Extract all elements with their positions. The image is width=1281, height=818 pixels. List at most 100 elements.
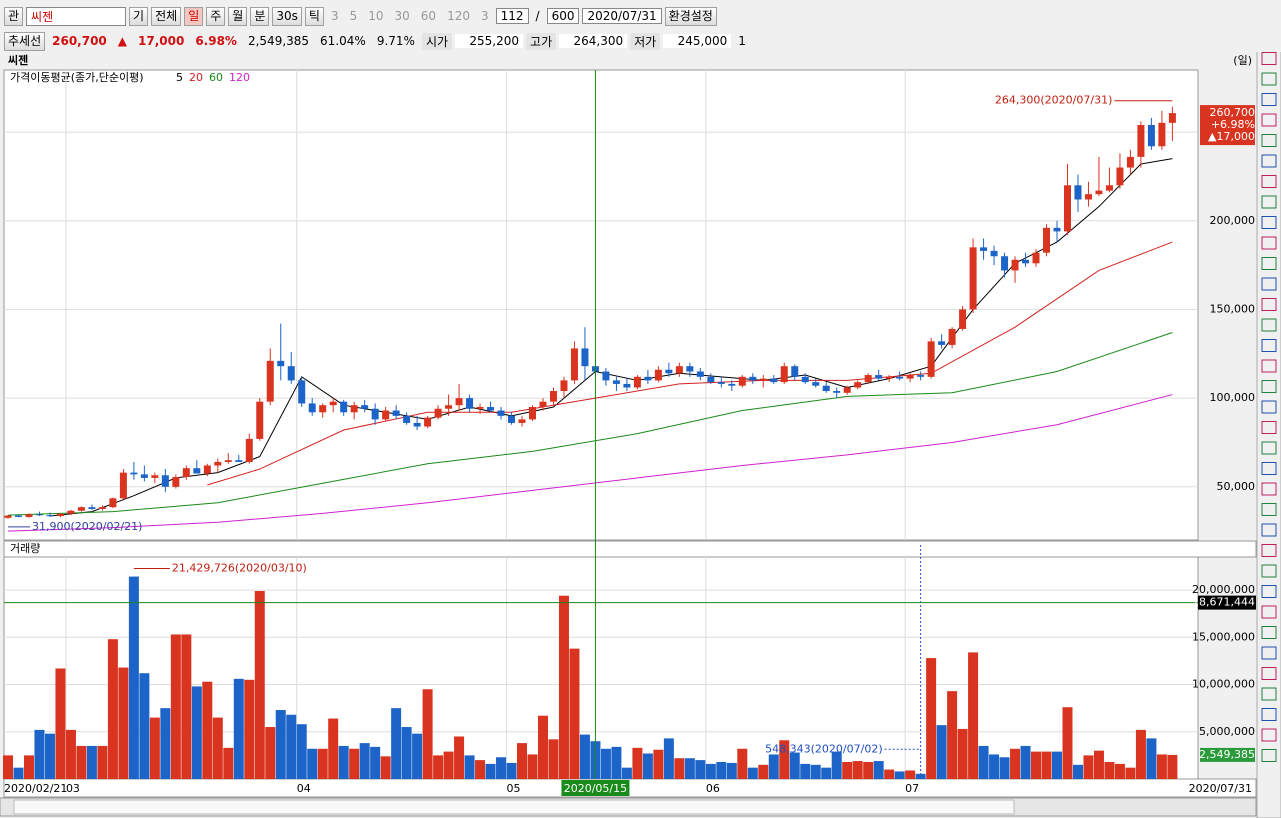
- y-tick-label: 200,000: [1210, 214, 1256, 227]
- x-tick-label: 2020/07/31: [1189, 782, 1252, 795]
- toolbar-item[interactable]: 관: [4, 6, 24, 26]
- candle-body: [130, 472, 138, 475]
- toolbar-item[interactable]: 전체: [151, 6, 182, 26]
- toolbar-item[interactable]: 월: [228, 6, 248, 26]
- volume-bar: [307, 748, 318, 779]
- candle-body: [466, 398, 474, 409]
- volume-bar: [86, 745, 97, 779]
- tool-icon: [1261, 339, 1277, 352]
- candle-body: [182, 468, 190, 478]
- volume-bar: [548, 739, 559, 779]
- volume-bar: [44, 733, 55, 779]
- candle-body: [413, 422, 421, 427]
- volume-bar: [1093, 750, 1104, 779]
- toolbar-item[interactable]: 5: [349, 9, 358, 23]
- x-tick-label: 2020/02/21: [4, 782, 67, 795]
- tool-icon: [1261, 216, 1277, 229]
- volume-bar: [3, 755, 13, 779]
- y-tick-label: 50,000: [1217, 480, 1256, 493]
- toolbar-item[interactable]: 3: [480, 9, 489, 23]
- volume-bar: [34, 729, 45, 779]
- x-tick-label: 07: [905, 782, 919, 795]
- tool-icon: [1261, 708, 1277, 721]
- candle-body: [917, 375, 925, 377]
- volume-bar: [107, 639, 118, 779]
- volume-bar: [768, 754, 779, 779]
- candle-body: [235, 460, 243, 462]
- toolbar-item[interactable]: 30s: [272, 6, 302, 26]
- volume-bar: [747, 767, 758, 779]
- candle-body: [833, 391, 841, 393]
- candle-body: [707, 376, 715, 383]
- tool-icon: [1261, 72, 1277, 86]
- volume-bar: [1114, 763, 1125, 779]
- tool-icon: [1261, 687, 1277, 701]
- volume-bar: [1020, 745, 1031, 779]
- candle-body: [896, 376, 904, 379]
- toolbar-item: 61.04%: [320, 34, 366, 48]
- candle-body: [140, 474, 148, 478]
- tool-icon: [1261, 605, 1277, 619]
- toolbar-item[interactable]: 씨젠: [26, 6, 127, 26]
- volume-bar: [569, 648, 580, 779]
- volume-max-annotation: 21,429,726(2020/03/10): [172, 562, 307, 575]
- candle-body: [1116, 167, 1124, 186]
- toolbar-item[interactable]: 분: [250, 6, 270, 26]
- volume-bar: [13, 767, 24, 779]
- toolbar-item[interactable]: 틱: [304, 6, 324, 26]
- toolbar-item[interactable]: 환경설정: [664, 6, 717, 26]
- volume-min-annotation: 548,343(2020/07/02): [765, 742, 882, 755]
- candle-body: [885, 376, 893, 379]
- volume-bar: [716, 761, 727, 779]
- moving-average: [7, 394, 1173, 532]
- candle-body: [696, 371, 704, 377]
- volume-bar: [611, 746, 622, 779]
- volume-bar: [317, 748, 328, 779]
- volume-bar: [579, 734, 590, 779]
- candle-body: [980, 247, 988, 251]
- candle-body: [403, 415, 411, 423]
- candle-body: [1053, 227, 1061, 232]
- volume-bar: [517, 743, 528, 779]
- tool-icon: [1261, 154, 1277, 168]
- volume-bar: [989, 754, 1000, 779]
- toolbar-item[interactable]: 112: [495, 8, 529, 24]
- volume-bar: [128, 576, 139, 779]
- tool-icon: [1261, 257, 1277, 270]
- period-label: (일): [1233, 53, 1252, 67]
- tool-icon: [1261, 195, 1277, 209]
- toolbar-item[interactable]: 10: [368, 9, 384, 23]
- candle-body: [1022, 259, 1030, 264]
- toolbar-item[interactable]: /: [535, 9, 540, 23]
- toolbar-item[interactable]: 3: [330, 9, 339, 23]
- volume-bar: [97, 745, 108, 779]
- crosshair-y-box: [1198, 595, 1256, 610]
- toolbar-item[interactable]: 600: [546, 8, 580, 24]
- toolbar-item[interactable]: 주: [206, 6, 226, 26]
- candle-body: [340, 401, 348, 413]
- tool-icon: [1261, 421, 1277, 434]
- toolbar-item[interactable]: 30: [394, 9, 410, 23]
- toolbar-item: 시가: [421, 32, 453, 50]
- toolbar-item[interactable]: 120: [447, 9, 470, 23]
- candle-body: [319, 405, 327, 413]
- candle-body: [623, 383, 631, 388]
- toolbar-item[interactable]: 추세선: [4, 31, 46, 51]
- toolbar-item[interactable]: 기: [129, 6, 149, 26]
- legend-title: 가격이동평균(종가,단순이평): [10, 71, 144, 84]
- toolbar-item[interactable]: 일: [184, 6, 204, 26]
- y-tick-label: 100,000: [1210, 391, 1256, 404]
- low-annotation: 31,900(2020/02/21): [32, 520, 142, 533]
- toolbar-item[interactable]: 2020/07/31: [582, 8, 662, 24]
- candle-body: [434, 408, 442, 418]
- candle-body: [602, 371, 610, 381]
- candle-body: [581, 348, 589, 367]
- legend-entry: 120: [229, 71, 250, 84]
- volume-bar: [957, 728, 968, 779]
- toolbar-item[interactable]: 60: [420, 9, 437, 23]
- volume-bar: [443, 751, 454, 779]
- candle-body: [1105, 185, 1113, 191]
- volume-bar: [286, 714, 297, 779]
- volume-bar: [737, 748, 748, 779]
